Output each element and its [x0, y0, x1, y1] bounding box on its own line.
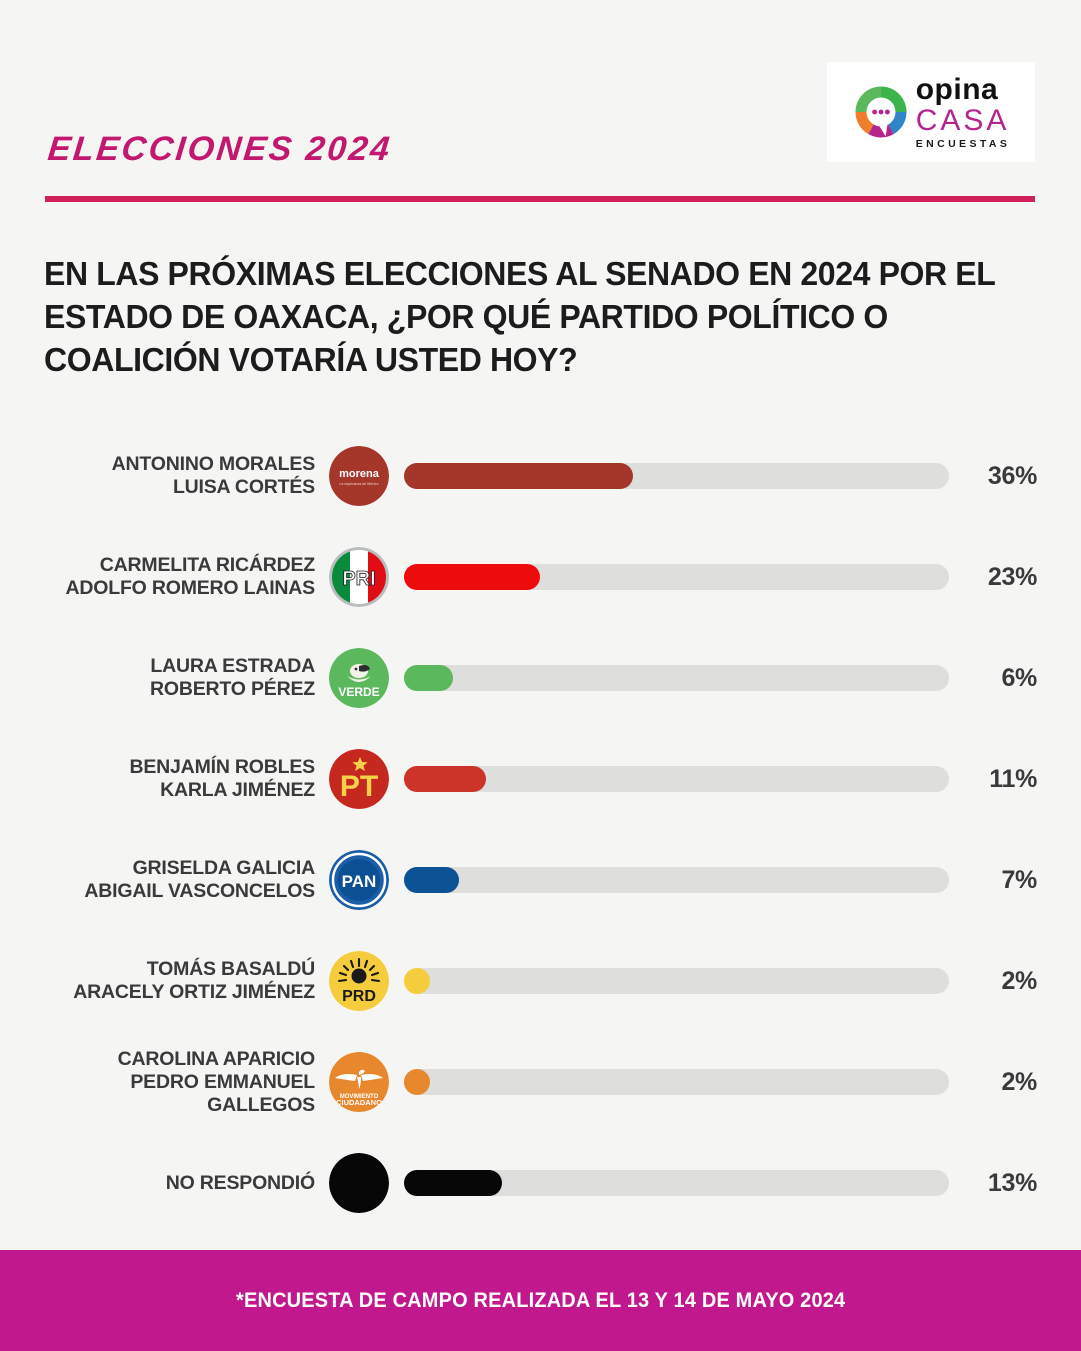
candidate-names: GRISELDA GALICIA ABIGAIL VASCONCELOS	[44, 857, 329, 903]
question-line2-a: EL ESTADO DE OAXACA,	[44, 255, 995, 336]
percent-label: 2%	[1001, 966, 1037, 995]
candidate-name-line1: ANTONINO MORALES	[111, 453, 316, 476]
table-row: TOMÁS BASALDÚ ARACELY ORTIZ JIMÉNEZ PRD …	[44, 931, 1037, 1032]
svg-text:VERDE: VERDE	[338, 685, 379, 699]
logo-wordmark: opina CASA ENCUESTAS	[915, 72, 1011, 150]
bar-fill	[404, 968, 430, 995]
percent-label: 23%	[987, 562, 1037, 591]
results-chart: ANTONINO MORALES LUISA CORTÉS morena La …	[0, 426, 1081, 1234]
table-row: ANTONINO MORALES LUISA CORTÉS morena La …	[44, 426, 1037, 527]
candidate-name-line1: LAURA ESTRADA	[150, 655, 315, 678]
percent-label: 2%	[1001, 1067, 1037, 1096]
question-line1-a: EN LAS PRÓXIMAS ELECCIONES AL	[44, 255, 606, 292]
bar-track	[404, 564, 949, 591]
pt-emblem: PT	[329, 749, 389, 810]
svg-text:PAN: PAN	[342, 872, 377, 891]
pri-emblem: PRI	[329, 547, 389, 608]
svg-text:PRD: PRD	[342, 988, 376, 1005]
morena-emblem: morena La esperanza de México	[329, 446, 389, 507]
table-row: NO RESPONDIÓ 13%	[44, 1133, 1037, 1234]
candidate-name-line2: ADOLFO ROMERO LAINAS	[65, 577, 316, 600]
logo-opina-text: opina	[915, 72, 999, 106]
candidate-names: LAURA ESTRADA ROBERTO PÉREZ	[44, 655, 329, 701]
percent-label: 7%	[1001, 865, 1037, 894]
logo-encuestas-text: ENCUESTAS	[915, 137, 1011, 150]
title-divider	[45, 196, 1035, 202]
candidate-name-line1: NO RESPONDIÓ	[165, 1171, 315, 1194]
prd-emblem: PRD	[329, 951, 389, 1012]
candidate-name-line2: LUISA CORTÉS	[172, 476, 315, 499]
candidate-names: NO RESPONDIÓ	[44, 1172, 329, 1195]
percent-label: 11%	[989, 764, 1037, 793]
logo-casa-text: CASA	[915, 103, 1010, 137]
bar-fill	[404, 665, 454, 692]
percent-label: 6%	[1001, 663, 1037, 692]
candidate-name-line1: CARMELITA RICÁRDEZ	[99, 554, 315, 577]
footer-note: *ENCUESTA DE CAMPO REALIZADA EL 13 Y 14 …	[235, 1288, 846, 1312]
candidate-names: CARMELITA RICÁRDEZ ADOLFO ROMERO LAINAS	[44, 554, 329, 600]
bar-track	[404, 1170, 949, 1197]
candidate-name-line1: GRISELDA GALICIA	[132, 857, 316, 880]
bar-fill	[404, 463, 633, 490]
bar-fill	[404, 867, 459, 894]
bar-fill	[404, 766, 486, 793]
bar-fill	[404, 1069, 430, 1096]
svg-text:CIUDADANO: CIUDADANO	[336, 1098, 382, 1107]
candidate-name-line2: ARACELY ORTIZ JIMÉNEZ	[73, 981, 315, 1004]
candidate-names: BENJAMÍN ROBLES KARLA JIMÉNEZ	[44, 756, 329, 802]
svg-text:PT: PT	[340, 770, 378, 803]
verde-emblem: VERDE	[329, 648, 389, 709]
svg-text:La esperanza de México: La esperanza de México	[339, 482, 378, 486]
table-row: GRISELDA GALICIA ABIGAIL VASCONCELOS PAN…	[44, 830, 1037, 931]
bar-track	[404, 766, 949, 793]
candidate-name-line2: KARLA JIMÉNEZ	[160, 779, 315, 802]
pan-emblem: PAN	[329, 850, 389, 911]
question-line1-b: POR	[870, 255, 948, 292]
candidate-name-line1: CAROLINA APARICIO	[117, 1047, 316, 1070]
bar-fill	[404, 564, 541, 591]
table-row: BENJAMÍN ROBLES KARLA JIMÉNEZ PT 11%	[44, 729, 1037, 830]
question-text: EN LAS PRÓXIMAS ELECCIONES AL SENADO EN …	[44, 252, 1007, 382]
bar-fill	[404, 1170, 503, 1197]
mc-emblem: MOVIMIENTO CIUDADANO	[329, 1052, 389, 1113]
table-row: CARMELITA RICÁRDEZ ADOLFO ROMERO LAINAS …	[44, 527, 1037, 628]
svg-text:PRI: PRI	[342, 568, 375, 590]
svg-text:MOVIMIENTO: MOVIMIENTO	[340, 1094, 379, 1100]
candidate-names: TOMÁS BASALDÚ ARACELY ORTIZ JIMÉNEZ	[44, 958, 329, 1004]
candidate-name-line2: ABIGAIL VASCONCELOS	[84, 880, 315, 903]
no-answer-emblem	[329, 1153, 389, 1214]
question-line1-bold: SENADO EN 2024	[605, 255, 871, 292]
question-line3-bold: COALICIÓN VOTARÍA USTED HOY?	[44, 341, 578, 379]
candidate-name-line2: ROBERTO PÉREZ	[150, 678, 315, 701]
candidate-name-line1: BENJAMÍN ROBLES	[129, 756, 315, 779]
bar-track	[404, 968, 949, 995]
bar-track	[404, 463, 949, 490]
question-line2-bold: ¿POR QUÉ PARTIDO POLÍTICO O	[386, 298, 888, 336]
speech-bubble-logo-icon	[855, 86, 907, 138]
candidate-names: ANTONINO MORALES LUISA CORTÉS	[44, 453, 329, 499]
page-title: ELECCIONES 2024	[46, 130, 394, 168]
header: opina CASA ENCUESTAS ELECCIONES 2024	[0, 0, 1081, 210]
percent-label: 13%	[987, 1168, 1037, 1197]
opina-casa-logo: opina CASA ENCUESTAS	[827, 62, 1035, 162]
table-row: LAURA ESTRADA ROBERTO PÉREZ VERDE 6%	[44, 628, 1037, 729]
bar-track	[404, 1069, 949, 1096]
svg-text:morena: morena	[339, 468, 380, 480]
percent-label: 36%	[987, 461, 1037, 490]
table-row: CAROLINA APARICIO PEDRO EMMANUEL GALLEGO…	[44, 1032, 1038, 1133]
candidate-name-line1: TOMÁS BASALDÚ	[146, 958, 315, 981]
bar-track	[404, 867, 949, 894]
candidate-names: CAROLINA APARICIO PEDRO EMMANUEL GALLEGO…	[44, 1048, 329, 1117]
bar-track	[404, 665, 949, 692]
footer-banner: *ENCUESTA DE CAMPO REALIZADA EL 13 Y 14 …	[0, 1250, 1081, 1351]
candidate-name-line2: PEDRO EMMANUEL GALLEGOS	[130, 1070, 315, 1116]
